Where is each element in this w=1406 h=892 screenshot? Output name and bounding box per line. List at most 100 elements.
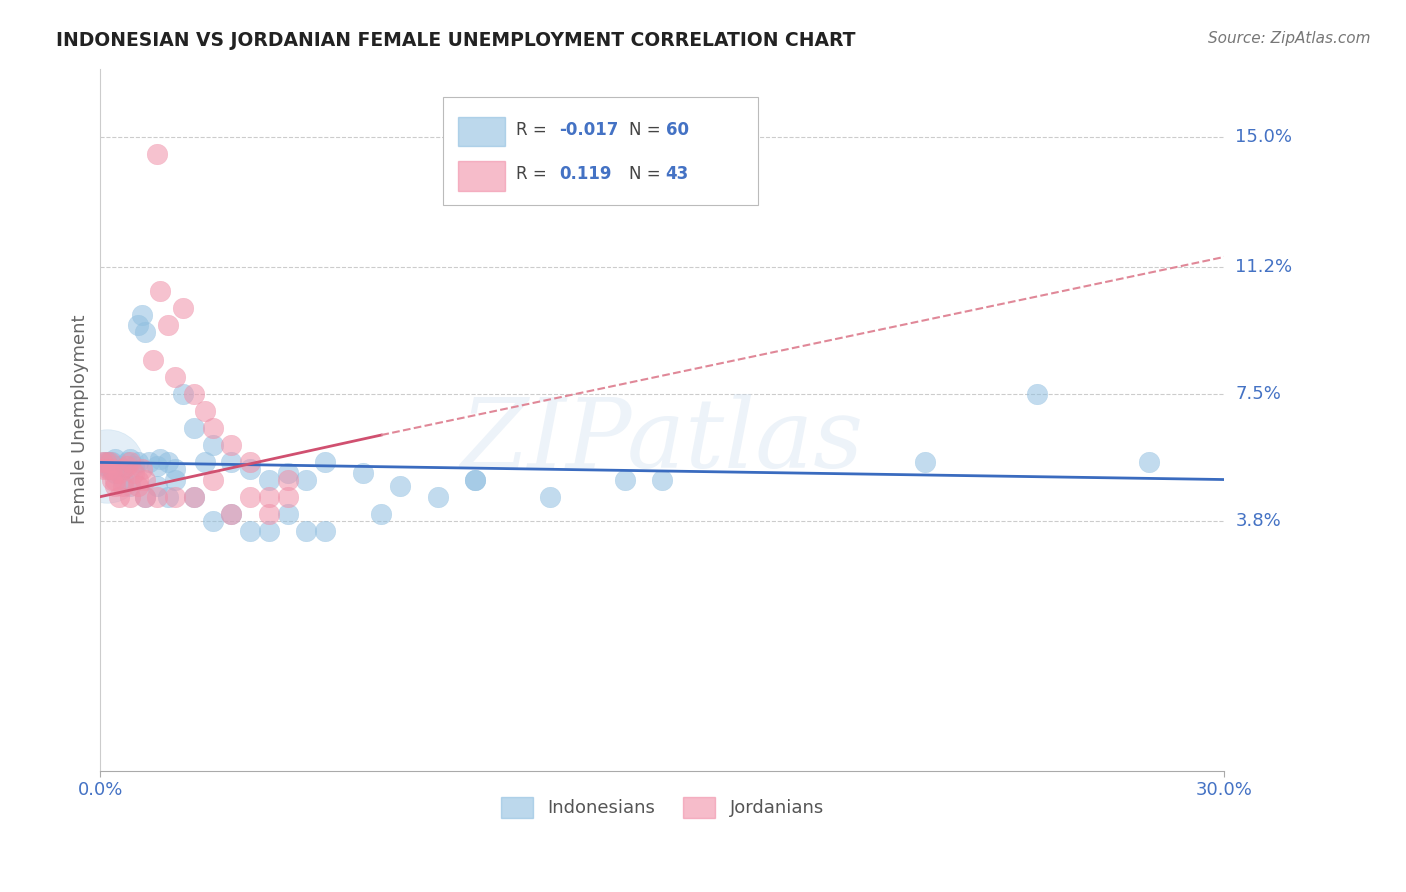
Point <box>651 473 673 487</box>
Point <box>1139 455 1161 469</box>
Point <box>277 490 299 504</box>
Point <box>100 462 122 476</box>
Point <box>104 479 127 493</box>
Point <box>134 490 156 504</box>
Point <box>111 479 134 493</box>
Point <box>183 421 205 435</box>
Point <box>239 524 262 538</box>
Point <box>221 455 243 469</box>
Point <box>122 458 145 473</box>
Point <box>277 473 299 487</box>
Text: Source: ZipAtlas.com: Source: ZipAtlas.com <box>1208 31 1371 46</box>
Point <box>96 458 118 473</box>
Point <box>100 455 122 469</box>
Point <box>145 458 167 473</box>
Point <box>201 514 224 528</box>
Point <box>156 455 179 469</box>
Point <box>370 507 392 521</box>
Legend: Indonesians, Jordanians: Indonesians, Jordanians <box>494 789 831 825</box>
Point <box>134 490 156 504</box>
Point <box>257 507 280 521</box>
Point <box>93 462 115 476</box>
Point <box>145 147 167 161</box>
Point <box>165 369 187 384</box>
Point <box>120 455 142 469</box>
Point <box>103 458 125 473</box>
Text: ZIPatlas: ZIPatlas <box>461 393 863 488</box>
Point <box>183 387 205 401</box>
Point <box>134 473 156 487</box>
Point <box>120 490 142 504</box>
Point <box>464 473 486 487</box>
Point <box>138 455 160 469</box>
Text: R =: R = <box>516 165 553 183</box>
Text: 15.0%: 15.0% <box>1236 128 1292 146</box>
Point <box>389 479 412 493</box>
Point <box>108 490 131 504</box>
Point <box>149 452 172 467</box>
Point <box>97 455 120 469</box>
Point <box>100 462 122 476</box>
FancyBboxPatch shape <box>458 117 505 146</box>
Point <box>239 455 262 469</box>
Point <box>120 452 142 467</box>
Point <box>108 466 131 480</box>
Point <box>165 473 187 487</box>
Point <box>257 473 280 487</box>
Text: N =: N = <box>628 120 665 138</box>
Point <box>221 507 243 521</box>
Point <box>97 455 120 469</box>
Point <box>183 490 205 504</box>
Point <box>426 490 449 504</box>
Text: 43: 43 <box>665 165 689 183</box>
Point <box>131 462 153 476</box>
Text: R =: R = <box>516 120 553 138</box>
Point <box>111 473 134 487</box>
Point <box>201 421 224 435</box>
Point <box>104 473 127 487</box>
Text: 11.2%: 11.2% <box>1236 258 1292 277</box>
Point <box>94 455 117 469</box>
Point <box>156 318 179 333</box>
FancyBboxPatch shape <box>443 96 758 205</box>
Point <box>111 462 134 476</box>
Text: -0.017: -0.017 <box>560 120 619 138</box>
Point <box>100 473 122 487</box>
Point <box>97 462 120 476</box>
Point <box>104 466 127 480</box>
Point <box>127 455 149 469</box>
Point <box>120 479 142 493</box>
Point <box>201 438 224 452</box>
Point <box>142 352 165 367</box>
Point <box>239 490 262 504</box>
Point <box>257 490 280 504</box>
Point <box>98 462 121 476</box>
Point <box>613 473 636 487</box>
Point <box>314 524 336 538</box>
Point <box>127 318 149 333</box>
Point <box>221 507 243 521</box>
Text: INDONESIAN VS JORDANIAN FEMALE UNEMPLOYMENT CORRELATION CHART: INDONESIAN VS JORDANIAN FEMALE UNEMPLOYM… <box>56 31 856 50</box>
Point <box>165 490 187 504</box>
Point <box>194 455 217 469</box>
Point <box>98 455 121 469</box>
Text: 3.8%: 3.8% <box>1236 512 1281 530</box>
Point <box>1026 387 1049 401</box>
Point <box>183 490 205 504</box>
Point <box>104 452 127 467</box>
Point <box>94 458 117 473</box>
Point <box>115 458 138 473</box>
Point <box>111 462 134 476</box>
Point <box>145 479 167 493</box>
Point <box>172 301 194 316</box>
Point <box>122 466 145 480</box>
Point <box>194 404 217 418</box>
Point <box>134 325 156 339</box>
Point <box>93 455 115 469</box>
Point <box>914 455 936 469</box>
Point <box>239 462 262 476</box>
Text: 7.5%: 7.5% <box>1236 385 1281 403</box>
Text: 0.119: 0.119 <box>560 165 612 183</box>
Point <box>127 479 149 493</box>
Point <box>156 490 179 504</box>
